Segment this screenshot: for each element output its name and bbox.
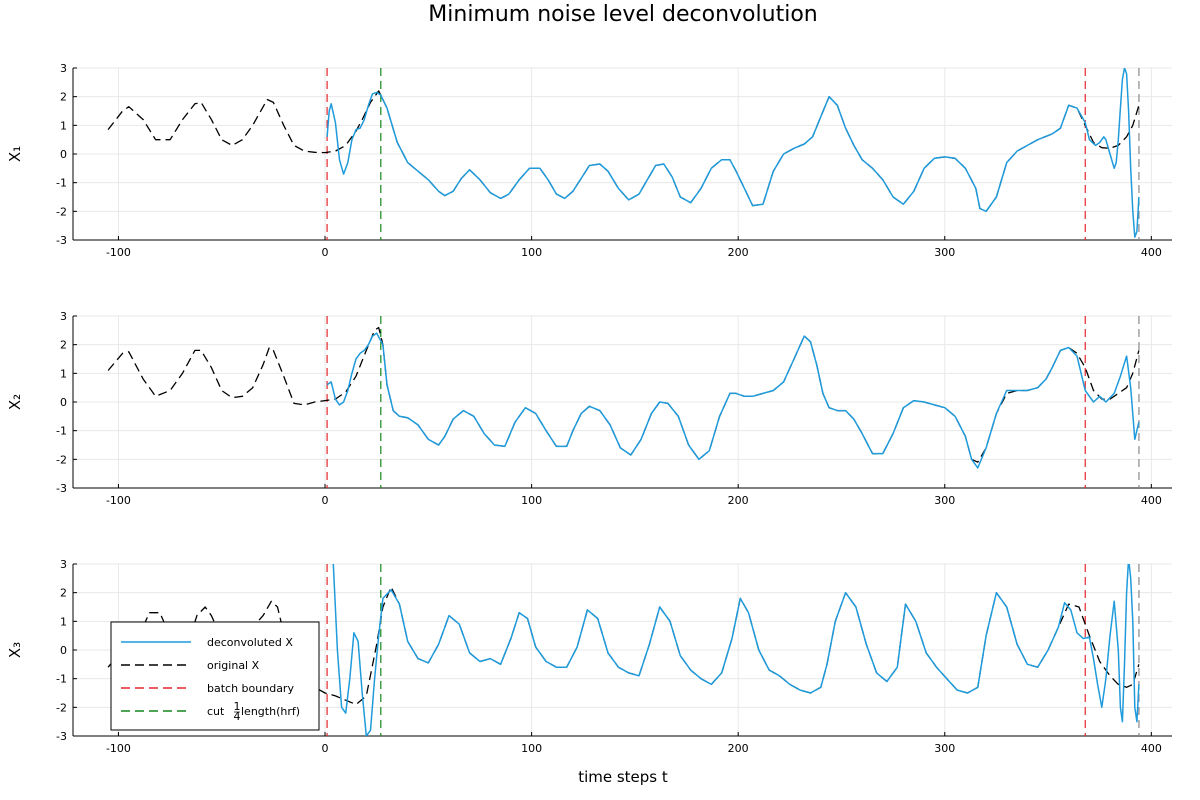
x-tick-label: 200	[728, 246, 749, 259]
panel-2: -100 0 100 200 300 400 -3 -2 -1 0 1 2 3 X₂	[6, 310, 1172, 507]
y-tick-label: 2	[60, 91, 67, 104]
legend-label: original X	[207, 659, 260, 672]
series-group	[107, 564, 1140, 736]
x-tick-label: -100	[106, 494, 131, 507]
y-axis-label: X₂	[6, 394, 24, 410]
y-tick-label: 2	[60, 339, 67, 352]
y-tick-label: -3	[56, 730, 67, 743]
legend-frac-num: 1	[234, 700, 241, 713]
legend-label-suffix: length(hrf)	[241, 705, 300, 718]
y-tick-label: -2	[56, 453, 67, 466]
y-axis-label: X₃	[6, 642, 24, 658]
series-group	[107, 68, 1140, 238]
x-tick-label: 200	[728, 742, 749, 755]
y-tick-label: -3	[56, 482, 67, 495]
y-axis-label: X₁	[6, 146, 24, 162]
y-tick-label: -1	[56, 425, 67, 438]
y-tick-label: -2	[56, 205, 67, 218]
legend: deconvoluted X original X batch boundary cu…	[110, 621, 320, 731]
y-tick-label: -1	[56, 673, 67, 686]
x-tick-label: 400	[1141, 742, 1162, 755]
y-tick-label: 3	[60, 310, 67, 323]
deconvoluted-x-line	[326, 332, 1140, 469]
legend-frac-den: 4	[234, 710, 241, 723]
y-tick-label: 0	[60, 148, 67, 161]
original-x-line	[107, 326, 1140, 463]
y-tick-label: 1	[60, 367, 67, 380]
x-tick-label: 0	[322, 494, 329, 507]
x-tick-label: 300	[934, 494, 955, 507]
deconvoluted-x-line	[326, 68, 1140, 238]
y-tick-label: 1	[60, 615, 67, 628]
x-tick-label: -100	[106, 246, 131, 259]
chart-title: Minimum noise level deconvolution	[428, 2, 817, 27]
y-tick-label: -3	[56, 234, 67, 247]
panel-3: -100 0 100 200 300 400 -3 -2 -1 0 1 2 3 X₃	[6, 558, 1172, 755]
x-tick-label: 300	[934, 246, 955, 259]
y-tick-label: 3	[60, 558, 67, 571]
x-tick-label: 400	[1141, 246, 1162, 259]
deconvoluted-x-line	[332, 564, 1140, 736]
x-tick-label: 400	[1141, 494, 1162, 507]
x-tick-label: 300	[934, 742, 955, 755]
x-tick-label: 0	[322, 246, 329, 259]
y-tick-label: 1	[60, 119, 67, 132]
y-tick-label: -2	[56, 701, 67, 714]
legend-label: batch boundary	[207, 682, 294, 695]
x-tick-label: 0	[322, 742, 329, 755]
series-group	[107, 326, 1140, 469]
x-tick-label: 100	[521, 742, 542, 755]
y-tick-label: 2	[60, 587, 67, 600]
y-tick-label: 3	[60, 62, 67, 75]
x-tick-label: -100	[106, 742, 131, 755]
x-tick-label: 100	[521, 494, 542, 507]
y-tick-label: 0	[60, 396, 67, 409]
x-tick-label: 200	[728, 494, 749, 507]
legend-label: cut	[207, 705, 225, 718]
x-tick-label: 100	[521, 246, 542, 259]
y-tick-label: 0	[60, 644, 67, 657]
x-axis-label: time steps t	[578, 768, 668, 786]
legend-label: deconvoluted X	[207, 636, 293, 649]
y-tick-label: -1	[56, 177, 67, 190]
panel-1: -100 0 100 200 300 400 -3 -2 -1 0 1 2 3 X₁	[6, 62, 1172, 259]
legend-box	[110, 621, 320, 731]
